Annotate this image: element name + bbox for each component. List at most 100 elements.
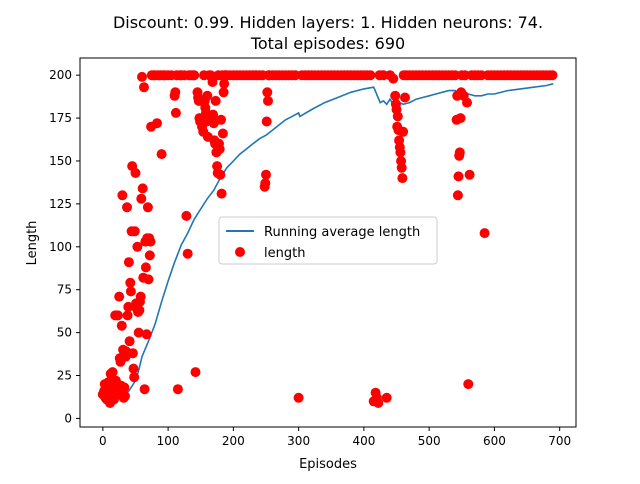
length-point	[139, 384, 150, 395]
length-point	[207, 77, 218, 87]
legend-label-length: length	[264, 246, 305, 261]
y-tick-label: 25	[57, 369, 72, 383]
length-point	[134, 305, 145, 316]
legend-label-running-average: Running average length	[264, 225, 420, 240]
length-point	[396, 162, 407, 173]
length-point	[219, 78, 230, 89]
length-point	[122, 202, 132, 213]
length-point	[215, 169, 226, 180]
chart-title-line2: Total episodes: 690	[250, 34, 405, 53]
length-point	[216, 188, 227, 199]
length-point	[140, 262, 151, 273]
legend: Running average length length	[218, 216, 438, 265]
length-point	[455, 113, 466, 124]
length-point	[123, 301, 134, 312]
length-point	[395, 147, 406, 158]
length-point	[261, 116, 272, 127]
y-tick-label: 100	[49, 240, 72, 254]
y-tick-label: 125	[49, 197, 72, 211]
length-point	[132, 241, 143, 252]
length-point	[453, 171, 464, 182]
length-point	[125, 286, 136, 297]
length-point	[452, 190, 463, 201]
length-point	[388, 73, 399, 84]
length-point	[172, 384, 183, 395]
plot-frame	[79, 57, 577, 428]
length-point	[210, 95, 221, 106]
plot-area	[97, 70, 558, 408]
length-point	[128, 363, 139, 374]
length-point	[129, 226, 140, 237]
length-point	[190, 367, 201, 378]
x-tick-label: 500	[418, 434, 441, 448]
length-point	[136, 193, 147, 204]
length-point	[144, 250, 155, 261]
length-point	[137, 71, 147, 82]
y-tick-label: 175	[49, 111, 72, 125]
length-point	[142, 202, 153, 213]
length-point	[122, 310, 133, 321]
axes: 0 100 200 300 400 500 600 700 0 25 50 75 100 125 150 17…	[49, 57, 577, 448]
x-tick-label: 100	[157, 434, 180, 448]
length-point	[218, 87, 229, 98]
length-point	[202, 90, 213, 101]
length-point	[116, 320, 127, 331]
y-tick-label: 50	[57, 326, 72, 340]
x-tick-label: 200	[222, 434, 245, 448]
y-tick-label: 75	[57, 283, 72, 297]
length-point	[479, 228, 490, 239]
x-tick-label: 700	[548, 434, 571, 448]
length-point	[107, 367, 118, 378]
length-point	[397, 173, 408, 184]
length-point	[181, 210, 192, 221]
length-point	[130, 168, 141, 178]
length-point	[398, 126, 409, 137]
length-point	[214, 144, 225, 154]
x-tick-label: 400	[352, 434, 375, 448]
length-point	[120, 391, 130, 402]
legend-point-swatch	[235, 247, 245, 257]
length-point	[170, 87, 181, 98]
length-point	[124, 336, 135, 347]
length-point	[293, 392, 304, 403]
length-point	[137, 183, 148, 194]
y-tick-label: 0	[64, 411, 72, 425]
x-tick-label: 600	[483, 434, 506, 448]
length-point	[114, 291, 125, 302]
length-point	[119, 382, 130, 393]
length-point	[365, 70, 376, 81]
length-point	[127, 348, 138, 359]
length-point	[217, 128, 228, 139]
x-axis-label: Episodes	[299, 457, 357, 472]
length-point	[262, 87, 273, 98]
y-tick-label: 200	[49, 68, 72, 82]
x-tick-label: 300	[287, 434, 310, 448]
length-point	[392, 111, 403, 122]
y-tick-label: 150	[49, 154, 72, 168]
length-point	[260, 178, 271, 189]
length-point	[208, 109, 219, 120]
length-point	[112, 310, 123, 321]
length-point	[152, 118, 162, 129]
length-point	[261, 169, 271, 180]
length-point	[400, 92, 410, 103]
length-point	[123, 257, 134, 268]
length-point	[464, 169, 475, 180]
length-point	[143, 274, 154, 285]
length-point	[454, 147, 465, 158]
length-point	[381, 392, 392, 403]
length-point	[125, 277, 136, 288]
length-point	[182, 248, 193, 259]
x-tick-label: 0	[99, 434, 107, 448]
length-point	[170, 107, 181, 118]
length-point	[373, 398, 384, 408]
length-point	[129, 372, 140, 383]
length-point	[462, 97, 472, 108]
chart-title-line1: Discount: 0.99. Hidden layers: 1. Hidden…	[113, 13, 543, 32]
length-point	[216, 114, 226, 125]
length-point	[547, 70, 558, 81]
length-point	[463, 379, 474, 390]
length-point	[145, 236, 156, 247]
